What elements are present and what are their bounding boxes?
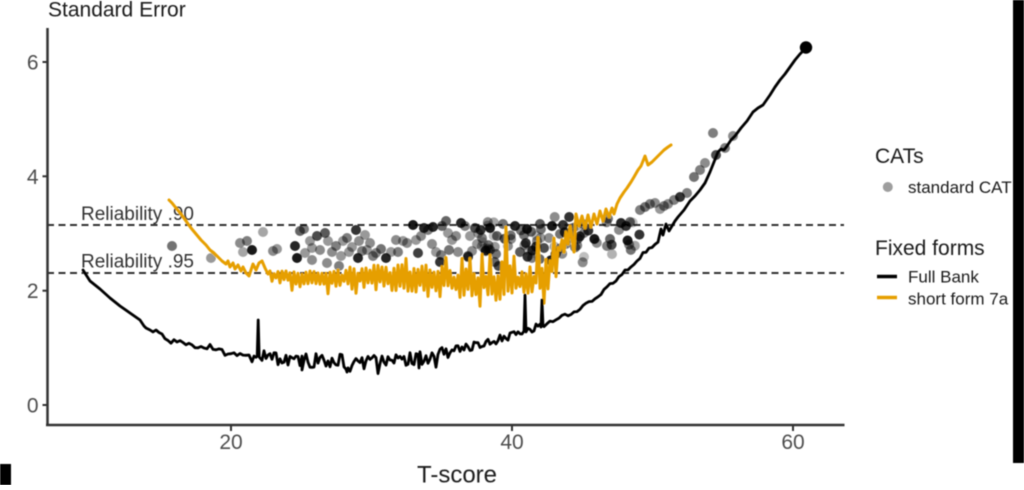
svg-text:2: 2	[27, 280, 39, 303]
svg-text:Standard Error: Standard Error	[48, 0, 186, 22]
svg-text:CATs: CATs	[875, 145, 924, 168]
svg-text:T-score: T-score	[417, 462, 497, 486]
svg-text:Reliability .95: Reliability .95	[81, 252, 194, 273]
svg-text:60: 60	[781, 431, 804, 454]
svg-text:40: 40	[500, 431, 523, 454]
svg-text:6: 6	[27, 52, 39, 75]
svg-text:Reliability .90: Reliability .90	[81, 204, 194, 225]
svg-text:Fixed forms: Fixed forms	[875, 237, 985, 260]
svg-text:standard CAT: standard CAT	[908, 178, 1012, 197]
svg-text:4: 4	[27, 166, 39, 189]
svg-text:20: 20	[219, 431, 242, 454]
svg-text:short form 7a: short form 7a	[908, 290, 1009, 309]
svg-text:0: 0	[27, 395, 39, 418]
svg-text:Full Bank: Full Bank	[908, 268, 979, 287]
